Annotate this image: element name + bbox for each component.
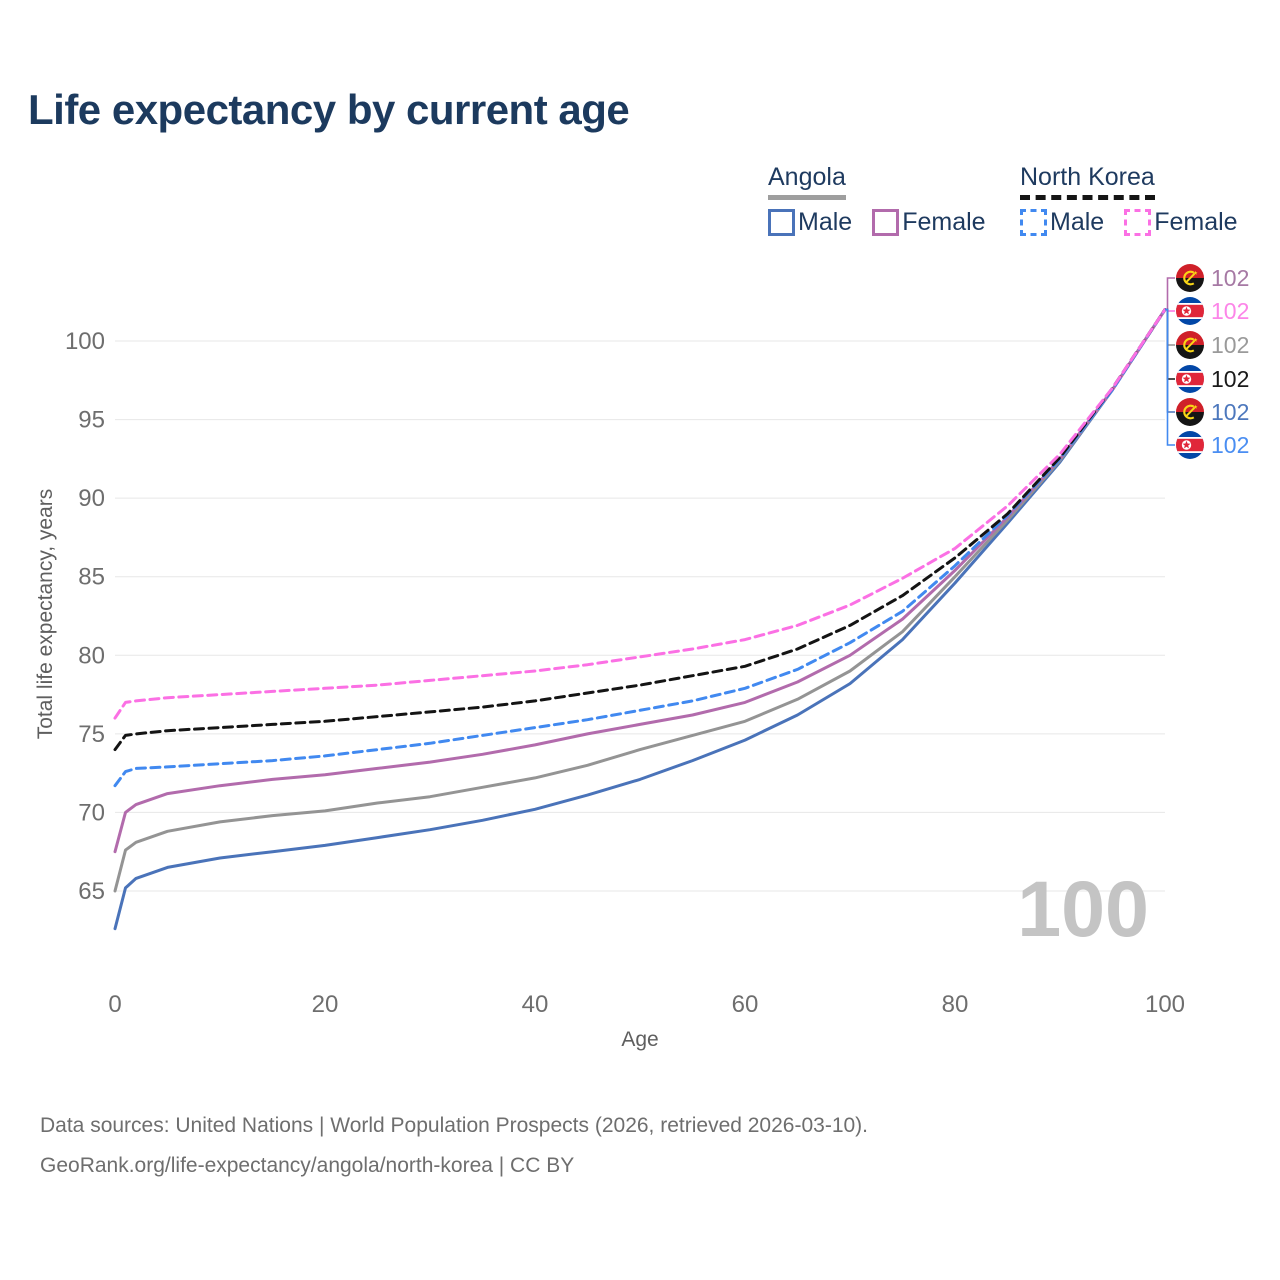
legend-item-north-korea-male[interactable]: Male bbox=[1020, 208, 1104, 237]
angola-flag-icon bbox=[1176, 264, 1204, 292]
end-label-angola-total[interactable]: 102 bbox=[1176, 331, 1249, 359]
series-line-angola_total[interactable] bbox=[113, 308, 1167, 893]
y-tick-label: 70 bbox=[78, 799, 105, 826]
legend-swatch-north-korea-male bbox=[1020, 209, 1047, 236]
series-line-nk_male[interactable] bbox=[113, 308, 1167, 788]
series-line-nk_total[interactable] bbox=[113, 308, 1167, 752]
legend-label-north-korea-female: Female bbox=[1154, 208, 1238, 236]
y-tick-label: 100 bbox=[65, 328, 105, 355]
end-label-value: 102 bbox=[1211, 431, 1250, 458]
footer-line-1: Data sources: United Nations | World Pop… bbox=[40, 1114, 869, 1137]
legend-heading-north-korea[interactable]: North Korea bbox=[1020, 163, 1155, 200]
end-label-value: 102 bbox=[1211, 331, 1250, 358]
x-tick-label: 60 bbox=[732, 991, 759, 1018]
x-axis-title: Age bbox=[621, 1028, 659, 1051]
end-label-value: 102 bbox=[1211, 365, 1250, 392]
x-tick-label: 100 bbox=[1145, 991, 1185, 1018]
chart-title: Life expectancy by current age bbox=[28, 86, 630, 133]
end-label-angola-female[interactable]: 102 bbox=[1176, 264, 1249, 292]
end-label-connector bbox=[1165, 308, 1175, 346]
angola-flag-icon bbox=[1176, 331, 1204, 359]
legend-label-north-korea-male: Male bbox=[1050, 208, 1105, 236]
y-tick-label: 75 bbox=[78, 721, 105, 748]
end-label-north-korea-total[interactable]: 102 bbox=[1176, 365, 1249, 393]
series-line-nk_female[interactable] bbox=[113, 308, 1167, 720]
y-tick-label: 90 bbox=[78, 485, 105, 512]
legend-group-angola: Angola Male Female bbox=[768, 163, 986, 237]
y-tick-label: 85 bbox=[78, 564, 105, 591]
north-korea-flag-icon bbox=[1176, 431, 1204, 459]
end-label-value: 102 bbox=[1211, 398, 1250, 425]
legend-item-angola-male[interactable]: Male bbox=[768, 208, 852, 237]
legend-heading-angola[interactable]: Angola bbox=[768, 163, 846, 200]
end-label-north-korea-female[interactable]: 102 bbox=[1176, 297, 1249, 325]
legend-swatch-north-korea-female bbox=[1124, 209, 1152, 236]
x-tick-label: 80 bbox=[942, 991, 969, 1018]
end-label-value: 102 bbox=[1211, 264, 1250, 291]
end-label-value: 102 bbox=[1211, 297, 1250, 324]
x-tick-label: 20 bbox=[312, 991, 339, 1018]
end-label-connector bbox=[1165, 308, 1175, 413]
end-label-north-korea-male[interactable]: 102 bbox=[1176, 431, 1249, 459]
footer: Data sources: United Nations | World Pop… bbox=[40, 1106, 868, 1186]
legend-group-north-korea: North Korea Male Female bbox=[1020, 163, 1238, 237]
series-line-angola_male[interactable] bbox=[113, 308, 1167, 931]
end-label-angola-male[interactable]: 102 bbox=[1176, 398, 1249, 426]
y-axis-title: Total life expectancy, years bbox=[34, 488, 57, 740]
x-tick-label: 40 bbox=[522, 991, 549, 1018]
legend-item-north-korea-female[interactable]: Female bbox=[1124, 208, 1238, 237]
north-korea-flag-icon bbox=[1176, 297, 1204, 325]
end-label-connector bbox=[1165, 308, 1175, 446]
legend-label-angola-female: Female bbox=[902, 208, 986, 236]
footer-line-2: GeoRank.org/life-expectancy/angola/north… bbox=[40, 1154, 575, 1177]
y-tick-label: 65 bbox=[78, 878, 105, 905]
age-ticker: 100 bbox=[1017, 864, 1149, 953]
north-korea-flag-icon bbox=[1176, 365, 1204, 393]
x-tick-label: 0 bbox=[108, 991, 121, 1018]
legend-swatch-angola-female bbox=[872, 209, 900, 236]
legend-item-angola-female[interactable]: Female bbox=[872, 208, 986, 237]
angola-flag-icon bbox=[1176, 398, 1204, 426]
series-line-angola_female[interactable] bbox=[113, 308, 1167, 854]
y-tick-label: 80 bbox=[78, 642, 105, 669]
legend-swatch-angola-male bbox=[768, 209, 795, 236]
end-label-connector bbox=[1165, 277, 1175, 311]
legend-label-angola-male: Male bbox=[798, 208, 853, 236]
y-tick-label: 95 bbox=[78, 407, 105, 434]
